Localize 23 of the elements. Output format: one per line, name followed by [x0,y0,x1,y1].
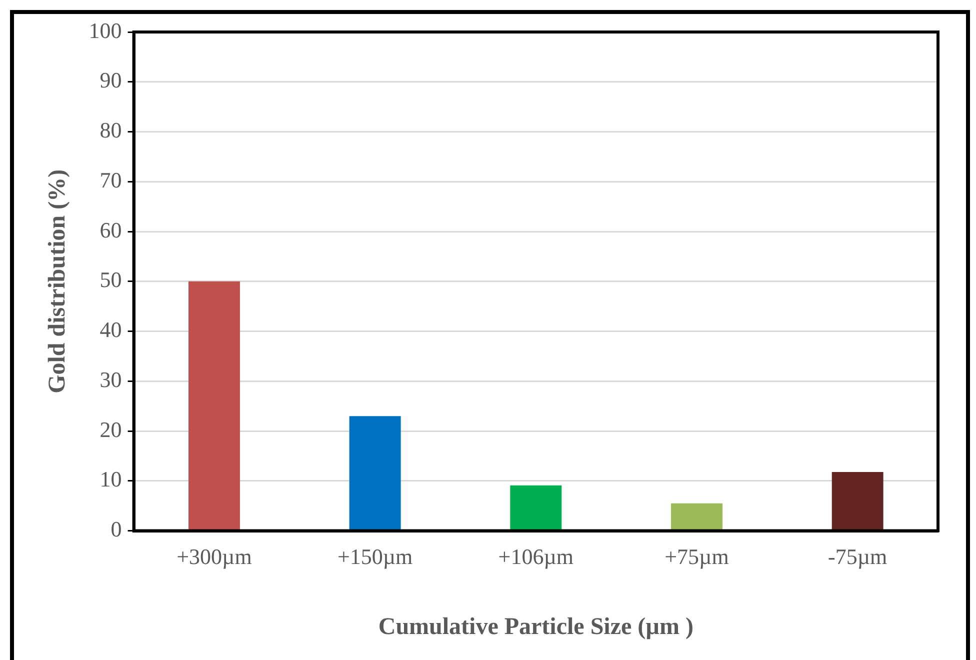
bar [671,503,722,530]
y-tick-label: 80 [100,118,122,143]
x-tick-label: +300µm [176,544,252,569]
y-tick-label: 60 [100,217,122,242]
y-tick-label: 10 [100,466,122,492]
bar [188,281,240,530]
x-tick-label: +75µm [664,544,729,569]
y-tick-label: 90 [100,68,122,93]
y-tick-label: 50 [100,267,122,292]
y-tick-label: 0 [110,516,122,542]
bar [349,416,401,530]
y-tick-label: 40 [100,317,122,342]
x-tick-label: +150µm [337,544,413,569]
y-tick-label: 30 [100,366,122,392]
x-tick-label: +106µm [498,544,574,569]
y-tick-label: 100 [88,18,122,43]
bar [510,485,562,530]
y-axis-title: Gold distribution (%) [44,169,71,394]
y-tick-label: 70 [100,167,122,192]
y-tick-label: 20 [100,416,122,442]
x-tick-label: -75µm [828,544,888,569]
bar [832,472,884,530]
x-axis-title: Cumulative Particle Size (µm ) [378,614,694,640]
